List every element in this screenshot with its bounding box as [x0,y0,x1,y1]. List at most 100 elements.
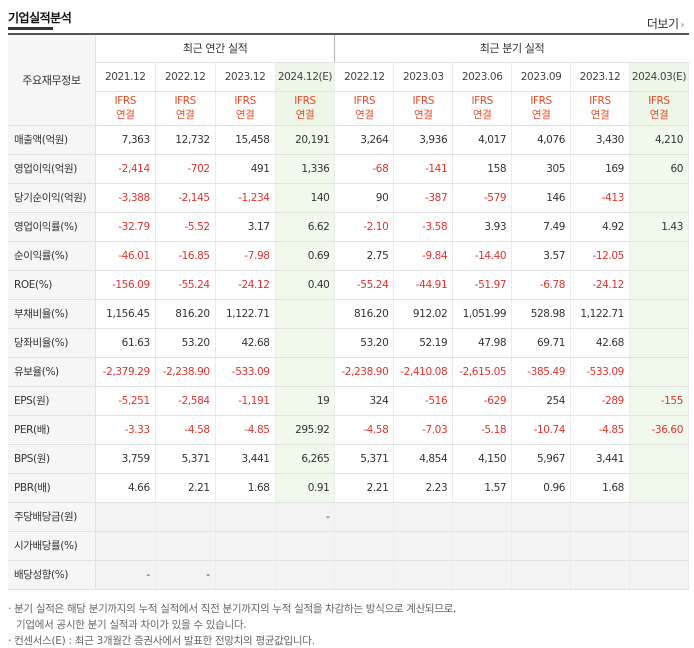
period-cell-estimate: 2024.03(E) [629,62,690,92]
value-cell: - [95,560,156,590]
ifrs-label: IFRS [412,95,435,107]
value-cell: 52.19 [393,328,454,358]
value-cell: -2,145 [155,183,216,213]
value-cell [393,531,454,561]
value-cell: 1,336 [275,154,336,184]
value-cell: 0.40 [275,270,336,300]
value-cell [393,501,454,532]
value-cell: 1,122.71 [215,298,276,329]
value-cell [570,560,630,590]
value-cell: 6,265 [275,444,336,474]
value-cell: -2,238.90 [334,357,395,387]
value-cell: -1,234 [215,183,276,213]
period-cell: 2023.06 [452,62,513,92]
value-cell: 60 [629,154,690,184]
row-label: PBR(배) [8,473,96,503]
value-cell: 61.63 [95,328,156,358]
value-cell: 4,210 [629,124,690,155]
consolidated-label: 연결 [590,109,610,121]
section-title: 기업실적분석 [8,11,72,25]
value-cell: 324 [334,385,395,416]
value-cell: -4.85 [570,415,630,445]
value-cell: 2.23 [393,473,454,503]
footnotes: · 분기 실적은 해당 분기까지의 누적 실적에서 직전 분기까지의 누적 실적… [8,601,456,648]
value-cell [452,560,513,590]
value-cell: 169 [570,154,630,184]
value-cell: 53.20 [334,328,395,358]
value-cell: 158 [452,154,513,184]
value-cell: -5.18 [452,415,513,445]
period-cell: 2023.03 [393,62,454,92]
table-row: PBR(배) 4.66 2.21 1.68 0.91 2.21 2.23 1.57 0.96 1.… [8,473,690,503]
period-cell: 2021.12 [95,62,156,92]
value-cell: 90 [334,183,395,213]
value-cell: 3,936 [393,124,454,155]
value-cell: 2.75 [334,241,395,271]
value-cell: -55.24 [155,270,216,300]
value-cell [334,531,395,561]
value-cell: 1,156.45 [95,298,156,329]
value-cell: 1.68 [570,473,630,503]
table-row: BPS(원) 3,759 5,371 3,441 6,265 5,371 4,854 4,15… [8,444,690,474]
value-cell [155,501,216,532]
value-cell [334,560,395,590]
value-cell: 0.96 [511,473,572,503]
row-label: BPS(원) [8,444,96,474]
value-cell: -55.24 [334,270,395,300]
value-cell: 1,122.71 [570,298,630,329]
value-cell [275,357,336,387]
value-cell: -533.09 [570,357,630,387]
value-cell: 140 [275,183,336,213]
value-cell: -3,388 [95,183,156,213]
value-cell: 0.69 [275,241,336,271]
value-cell [95,501,156,532]
ifrs-cell: IFRS 연결 [334,91,395,126]
value-cell: -24.12 [215,270,276,300]
value-cell: -46.01 [95,241,156,271]
value-cell: -387 [393,183,454,213]
ifrs-cell: IFRS 연결 [95,91,156,126]
ifrs-label: IFRS [648,95,670,107]
value-cell: 1.43 [629,211,690,242]
value-cell [629,444,690,474]
value-cell: -5,251 [95,385,156,416]
consolidated-label: 연결 [472,109,492,121]
value-cell: -2,414 [95,154,156,184]
value-cell: -16.85 [155,241,216,271]
more-link[interactable]: 더보기 › [647,15,685,32]
value-cell [511,560,572,590]
value-cell: 3,264 [334,124,395,155]
value-cell: -579 [452,183,513,213]
value-cell: -156.09 [95,270,156,300]
value-cell: 5,967 [511,444,572,474]
value-cell: -6.78 [511,270,572,300]
value-cell [511,531,572,561]
value-cell [511,501,572,532]
value-cell: 20,191 [275,124,336,155]
value-cell: -10.74 [511,415,572,445]
footnote-1: · 분기 실적은 해당 분기까지의 누적 실적에서 직전 분기까지의 누적 실적… [8,603,457,615]
table-row: 순이익률(%) -46.01 -16.85 -7.98 0.69 2.75 -9.84 -14… [8,241,690,271]
table-row: 당좌비율(%) 61.63 53.20 42.68 53.20 52.19 47.98 69.… [8,328,690,358]
value-cell [570,531,630,561]
value-cell: -68 [334,154,395,184]
table-row: 영업이익률(%) -32.79 -5.52 3.17 6.62 -2.10 -3.58 3.9… [8,211,690,242]
value-cell: 816.20 [334,298,395,329]
value-cell: 3,430 [570,124,630,155]
value-cell: 42.68 [570,328,630,358]
value-cell: 1.57 [452,473,513,503]
table-row: PER(배) -3.33 -4.58 -4.85 295.92 -4.58 -7.03 -5.… [8,415,690,445]
value-cell: 4,017 [452,124,513,155]
row-label: 영업이익(억원) [8,154,96,184]
period-cell: 2022.12 [334,62,395,92]
row-label: 배당성향(%) [8,560,96,590]
consolidated-label: 연결 [235,109,255,121]
value-cell: 5,371 [155,444,216,474]
value-cell: 42.68 [215,328,276,358]
value-cell: 4.66 [95,473,156,503]
value-cell: -2,584 [155,385,216,416]
row-label: 주당배당금(원) [8,501,96,532]
value-cell: -702 [155,154,216,184]
ifrs-label: IFRS [234,95,256,107]
value-cell: -4.58 [334,415,395,445]
